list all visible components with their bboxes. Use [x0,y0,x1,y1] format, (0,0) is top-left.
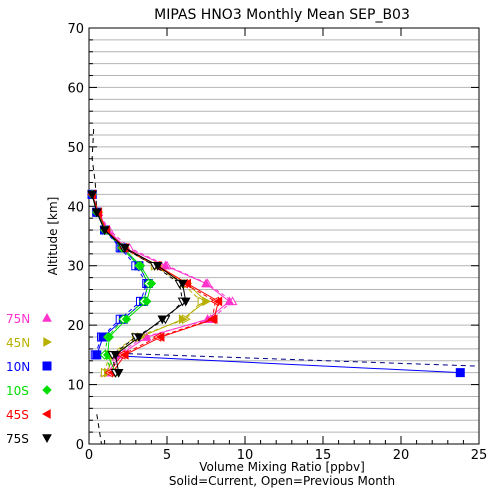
current-month-point [92,350,102,360]
legend-marker [41,409,51,419]
grid-lines [89,39,479,433]
annotation-dashed-line [96,414,102,445]
y-tick-label: 60 [67,81,84,96]
current-month-point [157,315,168,325]
current-month-point [142,296,152,307]
current-month-point [224,296,235,306]
current-month-point [160,260,171,270]
current-month-point [110,351,121,360]
current-month-point [119,350,129,360]
current-month-point [120,244,130,253]
current-month-point [104,332,114,342]
series-layer [87,189,465,378]
current-month-point [146,278,157,289]
x-tick-label: 0 [85,448,93,463]
x-tick-label: 5 [163,448,171,463]
current-month-point [213,296,223,307]
annotation-dashed-line [127,353,480,367]
current-month-point [121,314,132,324]
x-axis-subtitle: Solid=Current, Open=Previous Month [169,474,395,488]
x-ticks: 0 5 10 15 20 25 [85,28,487,463]
current-month-point [87,190,97,200]
legend-label: 75N [6,312,30,326]
current-month-point [113,368,124,378]
current-month-point [182,278,191,289]
previous-month-line [91,194,184,373]
y-tick-label: 40 [67,200,84,215]
current-month-point [455,368,465,378]
current-month-point [202,296,212,307]
current-month-point [152,262,163,271]
legend-label: 75S [6,432,29,446]
x-tick-label: 25 [471,448,488,463]
y-tick-label: 0 [76,438,84,453]
current-month-point [135,261,146,271]
series-75s [87,190,191,378]
current-month-point [155,332,165,342]
legend-marker [43,337,53,347]
current-month-point [201,278,211,288]
legend-marker [42,312,52,322]
current-month-point [177,279,188,289]
legend-marker [42,361,52,371]
current-month-point [134,333,144,343]
y-tick-label: 20 [67,319,84,334]
current-month-point [180,297,191,307]
legend-label: 10S [6,384,29,398]
current-month-point [91,208,102,218]
legend: 75N 45N 10N 10S 45S 75S [6,312,53,446]
x-tick-label: 15 [315,448,332,463]
x-tick-label: 20 [393,448,410,463]
x-axis-title: Volume Mixing Ratio [ppbv] [199,460,365,474]
y-axis-title: Altitude [km] [46,197,60,276]
x-tick-label: 10 [237,448,254,463]
legend-label: 45S [6,408,29,422]
y-tick-label: 50 [67,141,84,156]
y-ticks: 0 10 20 30 40 50 60 70 [67,22,479,453]
plot-frame [88,27,480,445]
legend-label: 10N [6,360,30,374]
legend-label: 45N [6,336,30,350]
current-month-point [178,314,188,325]
legend-marker [42,434,52,444]
current-month-point [208,314,218,325]
current-month-point [99,226,110,236]
annotation-lines [91,129,480,445]
y-tick-label: 70 [67,22,84,37]
chart-title: MIPAS HNO3 Monthly Mean SEP_B03 [154,7,410,23]
previous-month-line [91,194,234,373]
previous-month-point [197,296,207,307]
legend-marker [42,385,52,395]
y-tick-label: 10 [67,379,84,394]
y-tick-label: 30 [67,260,84,275]
